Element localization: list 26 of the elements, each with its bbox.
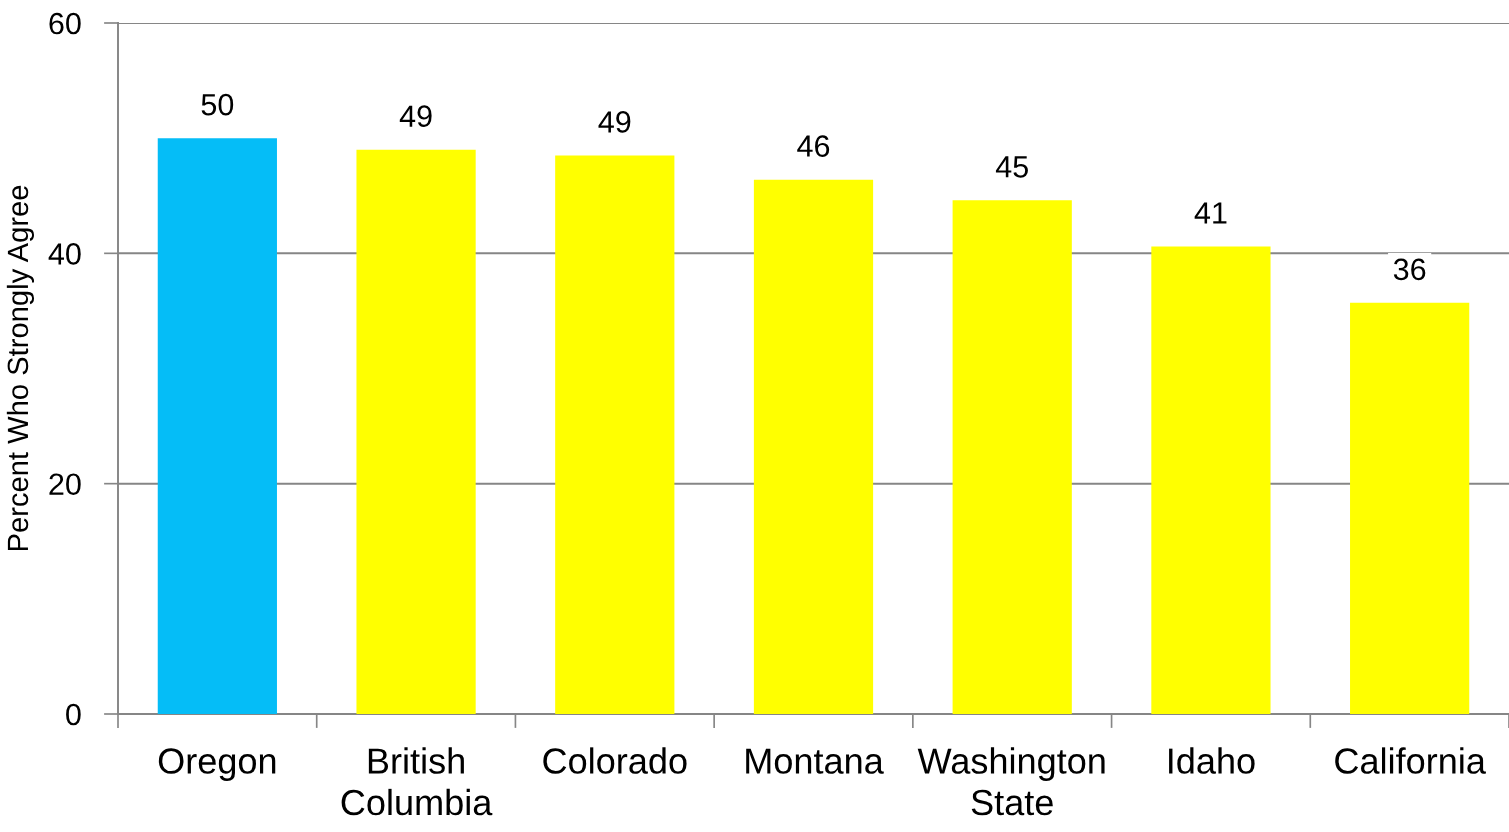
bar (1350, 302, 1470, 714)
x-tick-label: Washington State (917, 747, 1105, 816)
bar (555, 155, 675, 714)
bar (753, 179, 874, 714)
data-label: 49 (598, 111, 631, 133)
x-tick-label: Oregon (158, 748, 276, 781)
bar (157, 138, 277, 714)
x-tick-label: Montana (746, 748, 884, 774)
bar (1151, 246, 1271, 714)
x-tick-label: Idaho (1169, 747, 1255, 774)
data-label: 49 (399, 105, 432, 127)
x-tick-label: British Columbia (341, 747, 493, 816)
bar (356, 149, 476, 714)
data-label: 45 (995, 156, 1028, 178)
data-label: 46 (797, 135, 830, 157)
bar (952, 200, 1072, 714)
data-label: 41 (1194, 202, 1227, 224)
x-tick-label: California (1335, 747, 1486, 774)
y-tick-label: 20 (49, 473, 81, 496)
y-tick-label: 40 (48, 243, 81, 265)
y-tick-label: 60 (49, 12, 81, 35)
x-tick-label: Colorado (543, 747, 687, 774)
y-axis-title: Percent Who Strongly Agree (6, 185, 35, 551)
data-label: 50 (201, 93, 234, 116)
data-label: 36 (1393, 258, 1426, 281)
y-tick-label: 0 (66, 703, 81, 726)
